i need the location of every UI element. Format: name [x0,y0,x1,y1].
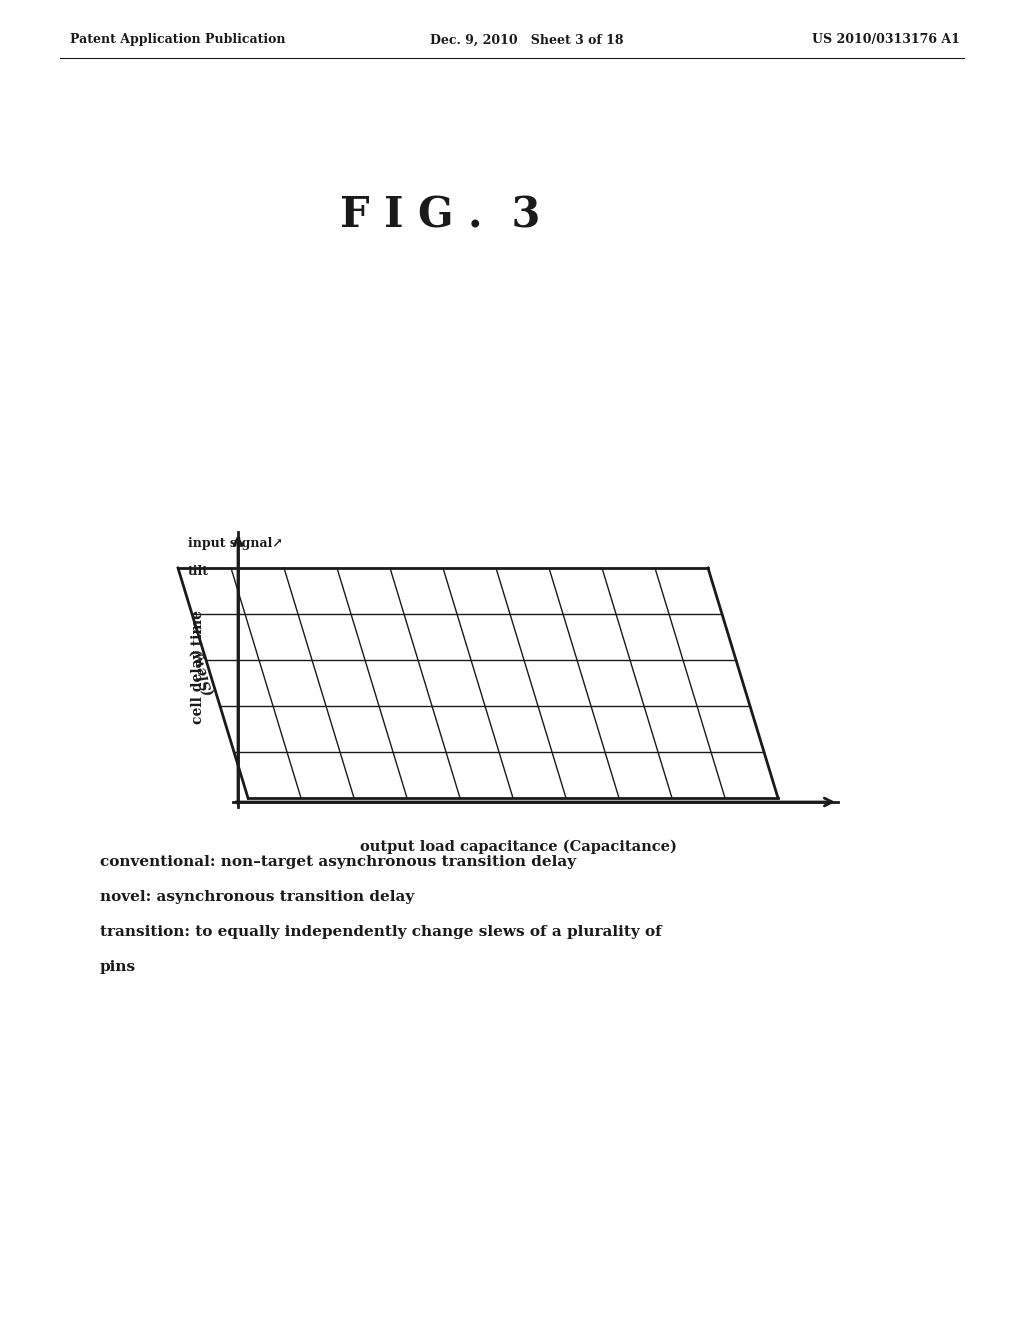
Text: (Slew): (Slew) [187,645,215,697]
Text: Patent Application Publication: Patent Application Publication [70,33,286,46]
Text: US 2010/0313176 A1: US 2010/0313176 A1 [812,33,961,46]
Polygon shape [178,568,778,799]
Text: output load capacitance (Capacitance): output load capacitance (Capacitance) [359,840,677,854]
Text: F I G .  3: F I G . 3 [340,194,541,236]
Text: transition: to equally independently change slews of a plurality of: transition: to equally independently cha… [100,925,662,939]
Text: novel: asynchronous transition delay: novel: asynchronous transition delay [100,890,415,904]
Text: Dec. 9, 2010   Sheet 3 of 18: Dec. 9, 2010 Sheet 3 of 18 [430,33,624,46]
Text: cell delay time: cell delay time [191,610,205,723]
Text: pins: pins [100,960,136,974]
Text: input signal↗: input signal↗ [188,537,283,550]
Text: tilt: tilt [188,565,209,578]
Text: conventional: non–target asynchronous transition delay: conventional: non–target asynchronous tr… [100,855,577,869]
